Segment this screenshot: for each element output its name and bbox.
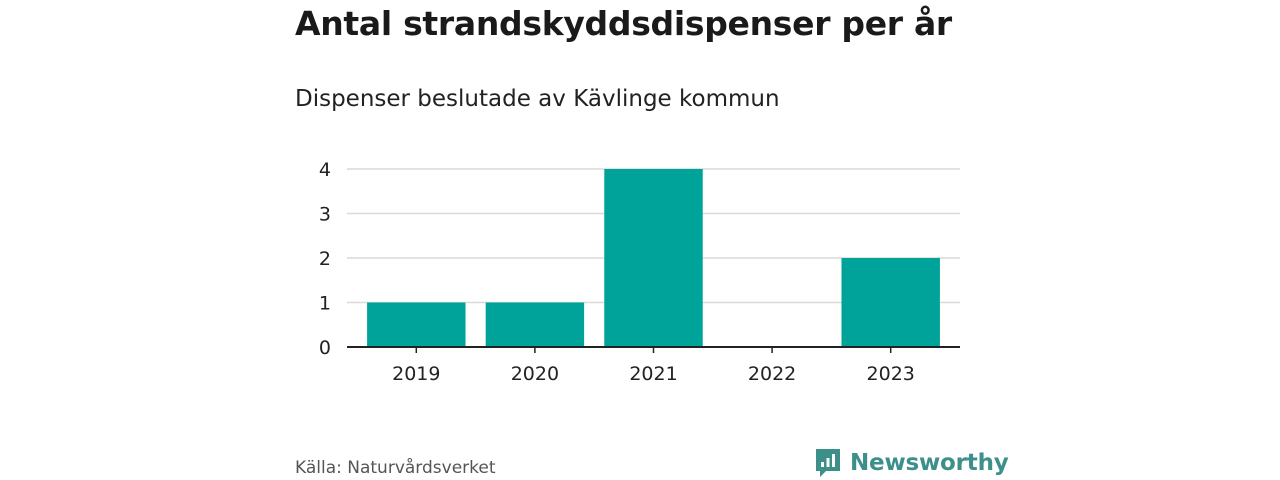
newsworthy-logo-icon: [816, 449, 840, 477]
x-tick-label: 2022: [748, 363, 796, 385]
x-tick-label: 2023: [867, 363, 915, 385]
bar-2019: [367, 302, 466, 347]
chart-title: Antal strandskyddsdispenser per år: [295, 4, 952, 43]
chart-subtitle: Dispenser beslutade av Kävlinge kommun: [295, 86, 780, 112]
y-tick-label: 0: [319, 337, 331, 359]
y-tick-label: 2: [319, 248, 331, 270]
source-note: Källa: Naturvårdsverket: [295, 458, 496, 478]
x-tick-label: 2021: [629, 363, 677, 385]
bar-2020: [485, 302, 585, 347]
y-tick-label: 4: [319, 159, 331, 181]
y-tick-label: 1: [319, 293, 331, 315]
brand-logo: Newsworthy: [814, 447, 1009, 479]
bar-2021: [604, 169, 703, 347]
y-tick-label: 3: [319, 204, 331, 226]
x-tick-label: 2019: [392, 363, 440, 385]
brand-name: Newsworthy: [850, 450, 1009, 476]
bar-2023: [841, 258, 940, 347]
x-tick-label: 2020: [511, 363, 559, 385]
